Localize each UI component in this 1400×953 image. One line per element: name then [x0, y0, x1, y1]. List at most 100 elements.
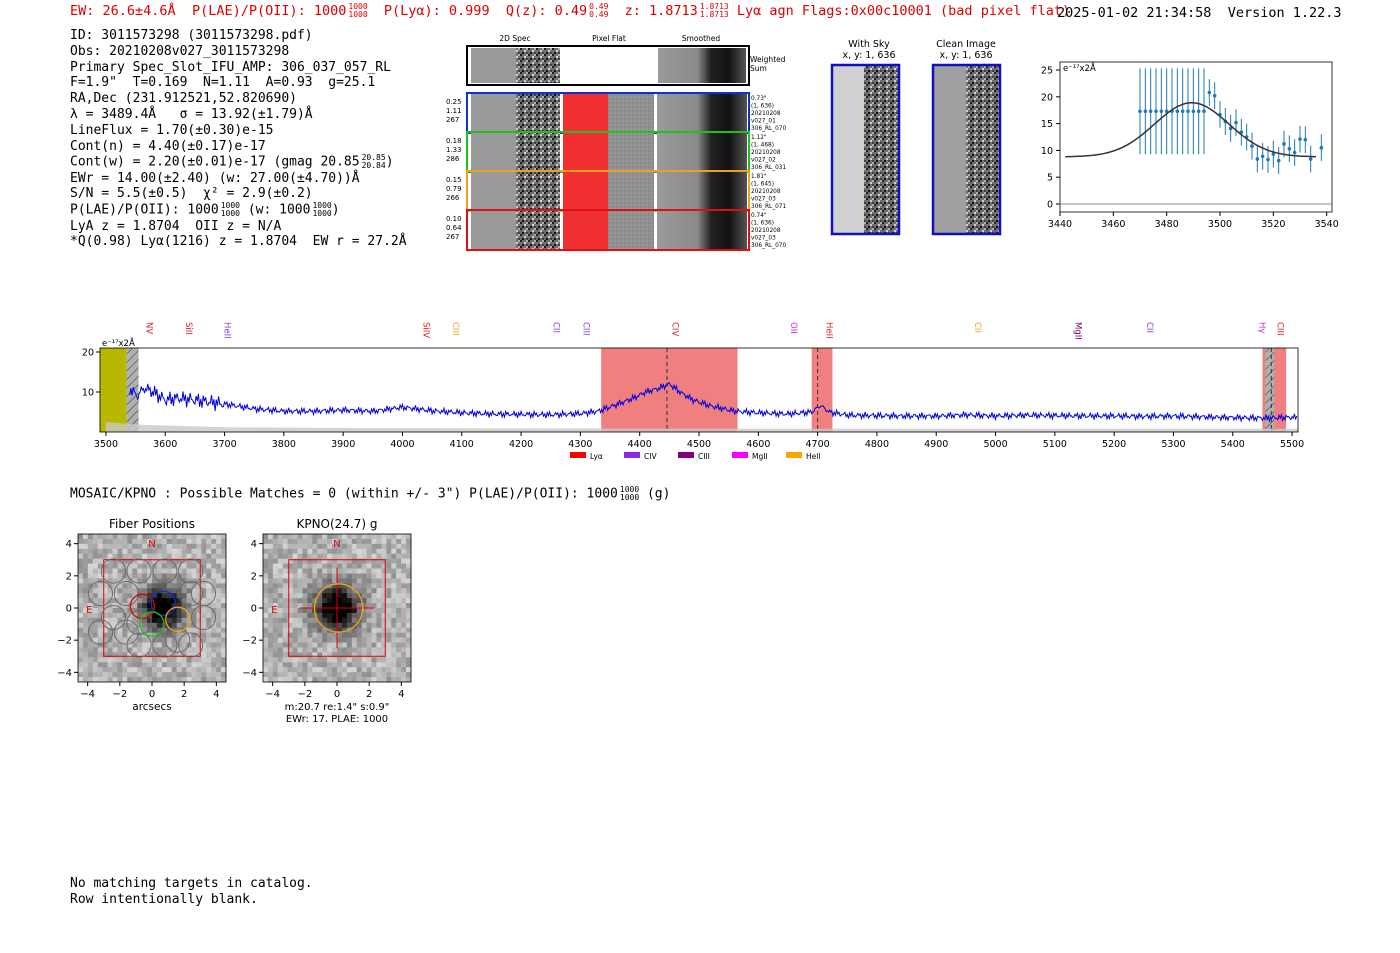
- y-tick-label: 4: [251, 539, 257, 550]
- x-tick-label: 3540: [1315, 219, 1339, 230]
- fiber-outline: [88, 581, 114, 607]
- x-tick-label: 3480: [1155, 219, 1179, 230]
- legend-label: MgII: [752, 452, 768, 461]
- x-tick-label: −4: [80, 689, 95, 700]
- fiber-circle: [129, 593, 156, 620]
- pixel-flat-cell: [563, 172, 608, 210]
- emission-line-label: CII: [551, 322, 561, 333]
- x-tick-label: 5200: [1102, 439, 1126, 450]
- weighted-label: Sum: [750, 64, 767, 73]
- pixel-flat-cell: [608, 133, 654, 171]
- cutout-title: Fiber Positions: [109, 517, 195, 531]
- footer-line: Row intentionally blank.: [70, 891, 258, 907]
- x-tick-label: 3520: [1261, 219, 1285, 230]
- x-tick-label: 4300: [568, 439, 592, 450]
- spec2d-row-left-label: 1.11: [446, 107, 462, 115]
- data-point: [1154, 109, 1158, 114]
- x-tick-label: 4600: [746, 439, 770, 450]
- emission-line-label: CII: [972, 322, 982, 333]
- x-tick-label: 4100: [450, 439, 474, 450]
- fiber-outline: [126, 609, 152, 635]
- spec2d-row-right-label: (1, 636): [751, 221, 774, 227]
- spec2d-cell: [471, 211, 516, 249]
- data-point: [1298, 137, 1302, 141]
- x-tick-label: 4400: [628, 439, 652, 450]
- pixel-flat-cell: [608, 94, 654, 132]
- spec2d-row-left-label: 266: [446, 194, 460, 202]
- y-tick-label: 0: [251, 604, 257, 615]
- data-point: [1319, 145, 1324, 150]
- spec2d-row-left-label: 0.79: [446, 185, 462, 193]
- x-tick-label: 0: [334, 689, 340, 700]
- pixel-flat-cell: [563, 211, 608, 249]
- spec2d-row-right-label: 306_RL_071: [751, 204, 786, 210]
- x-tick-label: 4700: [806, 439, 830, 450]
- data-point: [1234, 120, 1238, 125]
- spec2d-row-right-label: 20210208: [751, 111, 781, 117]
- y-tick-label: 2: [66, 571, 72, 582]
- fiber-outline: [88, 619, 114, 645]
- x-tick-label: 4500: [687, 439, 711, 450]
- data-point: [1228, 126, 1233, 131]
- full-spectrum-chart: 3500 3600 3700 3800 3900 4000 4100 4200 4300 4400…: [82, 322, 1304, 461]
- info-lya: LyA z = 1.8704 OII z = N/A: [70, 218, 282, 234]
- spec2d-row-right-label: 306_RL_031: [751, 165, 786, 171]
- fiber-outline: [152, 558, 178, 584]
- header-ew: EW: 26.6±4.6Å: [70, 3, 176, 19]
- x-tick-label: 5500: [1280, 439, 1304, 450]
- data-point: [1148, 109, 1153, 114]
- spec2d-row-left-label: 0.10: [446, 215, 462, 223]
- y-tick-label: 20: [82, 348, 94, 359]
- cutout-title: With Sky: [848, 39, 890, 50]
- data-point: [1143, 109, 1148, 114]
- header-plae-frac: 1000 1000: [348, 2, 368, 19]
- fiber-outline: [100, 605, 126, 631]
- x-tick-label: 3600: [153, 439, 177, 450]
- data-point: [1255, 157, 1260, 161]
- x-tick-label: 3440: [1048, 219, 1072, 230]
- legend-swatch: [732, 452, 748, 458]
- smoothed-cell: [657, 211, 747, 249]
- pixel-flat-cell: [563, 94, 608, 132]
- x-tick-label: 4: [213, 689, 219, 700]
- mosaic-line: MOSAIC/KPNO : Possible Matches = 0 (with…: [70, 485, 671, 502]
- y-tick-label: 0: [66, 604, 72, 615]
- shaded-band: [1265, 348, 1275, 432]
- spec2d-panel: 2D Spec Pixel Flat Smoothed Weighted Sum…: [446, 34, 786, 251]
- compass-east: E: [86, 605, 92, 616]
- emission-line-label: CII: [1144, 322, 1154, 333]
- data-point: [1212, 93, 1217, 98]
- compass-north: N: [333, 539, 340, 550]
- spec2d-cell: [516, 94, 560, 132]
- cutouts-panel: With Sky x, y: 1, 636 Clean Image x, y: …: [830, 39, 1002, 236]
- cutout-caption: m:20.7 re:1.4" s:0.9": [285, 702, 390, 713]
- aperture-ellipse: [313, 583, 364, 633]
- emission-line-label: MgII: [1073, 322, 1083, 340]
- fiber-outline: [190, 605, 216, 631]
- x-tick-label: 4800: [865, 439, 889, 450]
- x-tick-label: 0: [149, 689, 155, 700]
- info-plae: P(LAE)/P(OII): 1000 1000 1000 (w: 1000 1000…: [70, 201, 340, 219]
- fiber-outline: [113, 581, 139, 607]
- shaded-band: [811, 348, 833, 432]
- emission-line-label: CIII: [1274, 322, 1284, 335]
- header-plya: P(Lyα): 0.999: [383, 3, 490, 19]
- data-point: [1186, 109, 1190, 114]
- x-tick-label: 2: [181, 689, 187, 700]
- spec2d-cell: [471, 94, 516, 132]
- x-tick-label: 5300: [1161, 439, 1185, 450]
- flux-series-line: [129, 382, 1298, 424]
- data-point: [1159, 109, 1164, 114]
- spec2d-row-left-label: 0.18: [446, 137, 462, 145]
- noise-series-area: [105, 422, 1298, 432]
- spec2d-row-right-label: 20210208: [751, 189, 781, 195]
- data-point: [1180, 109, 1185, 114]
- data-point: [1271, 152, 1276, 156]
- fiber-outline: [113, 619, 139, 645]
- spec2d-row-left-label: 267: [446, 233, 459, 241]
- x-tick-label: 4200: [509, 439, 533, 450]
- info-contw: Cont(w) = 2.20(±0.01)e-17 (gmag 20.85 20.…: [70, 153, 394, 171]
- fiber-outline: [178, 558, 204, 584]
- emission-line-label: HeII: [222, 322, 232, 339]
- fiber-outline: [126, 558, 152, 584]
